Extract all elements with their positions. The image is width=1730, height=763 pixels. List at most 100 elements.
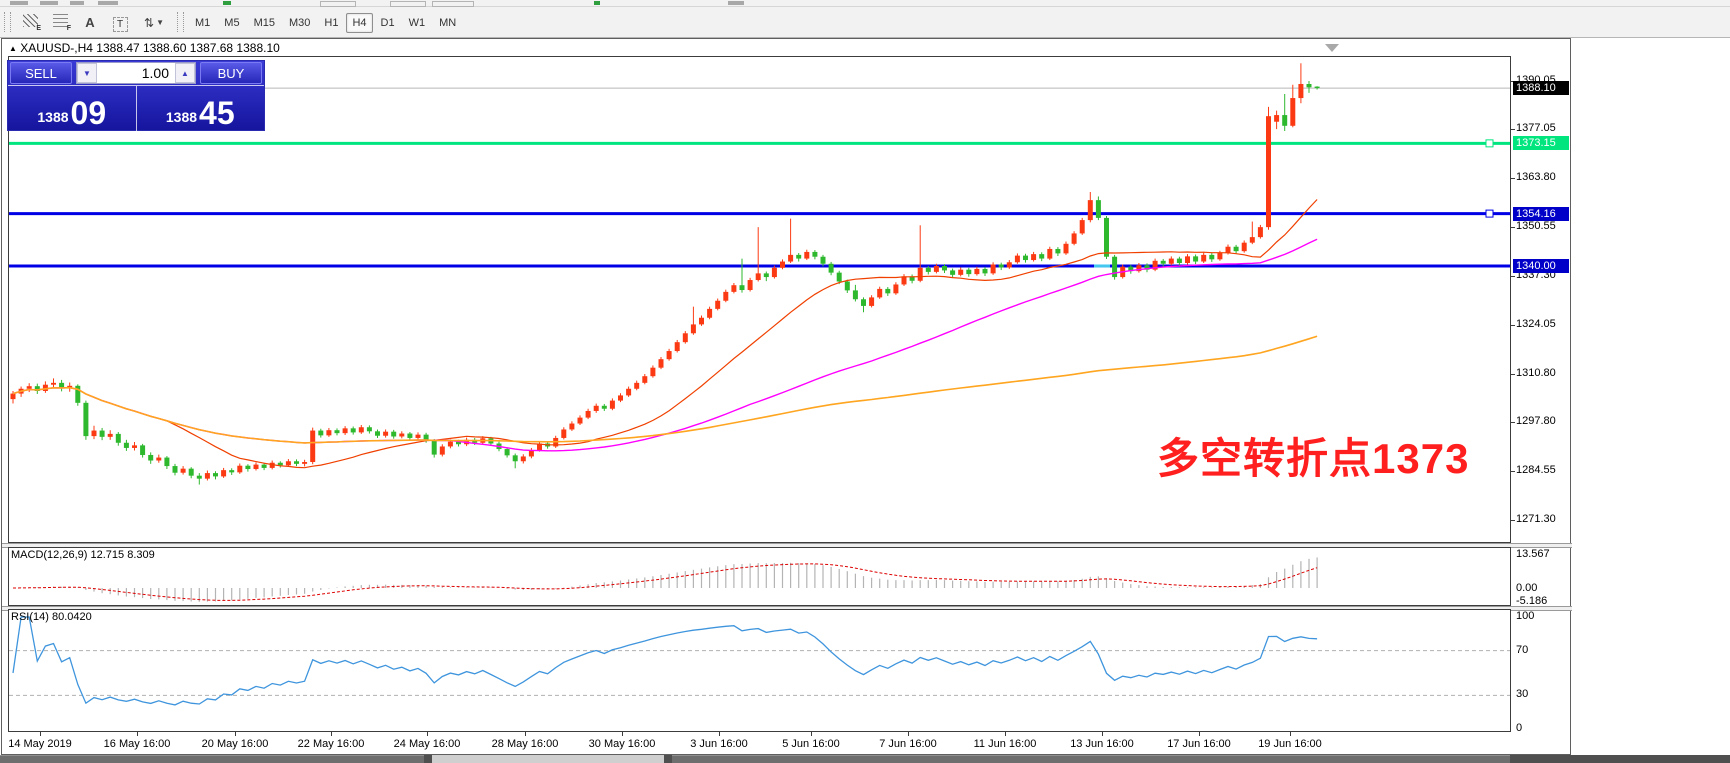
- date-axis-label: 30 May 16:00: [589, 738, 656, 750]
- dropdown-caret-icon[interactable]: ▼: [156, 18, 164, 27]
- mt4-terminal: { "toolbar": { "tools": [ {"name": "equi…: [0, 0, 1730, 763]
- axis-tick: [1511, 422, 1515, 423]
- timeframe-button-M5[interactable]: M5: [218, 13, 245, 33]
- axis-tick: [1511, 520, 1515, 521]
- date-tick: [908, 732, 909, 736]
- toolbar-fragment: [70, 1, 84, 5]
- axis-tick: [1511, 374, 1515, 375]
- ohlc-values: 1388.47 1388.60 1387.68 1388.10: [96, 41, 280, 55]
- one-click-trading-panel: SELL ▼ ▲ BUY 1388 09 1388 45: [7, 60, 265, 131]
- equidistant-channel-tool-icon[interactable]: E: [16, 7, 44, 33]
- rsi-pane-canvas[interactable]: [8, 609, 1511, 732]
- volume-input[interactable]: [97, 63, 175, 83]
- chart-annotation-text: 多空转折点1373: [1157, 425, 1469, 486]
- text-tool-icon[interactable]: T: [106, 11, 134, 37]
- price-axis-label: 1377.05: [1516, 122, 1556, 134]
- line-handle: [1094, 264, 1110, 267]
- date-axis-label: 20 May 16:00: [202, 738, 269, 750]
- date-tick: [331, 732, 332, 736]
- timeframe-button-W1[interactable]: W1: [403, 13, 432, 33]
- macd-axis-label: -5.186: [1516, 595, 1547, 607]
- date-tick: [40, 732, 41, 736]
- date-tick: [235, 732, 236, 736]
- rsi-axis-label: 100: [1516, 610, 1534, 622]
- text-label-tool-icon[interactable]: A: [76, 9, 104, 35]
- rsi-value: 80.0420: [52, 611, 92, 623]
- chart-window: ▲ XAUUSD-,H4 1388.47 1388.60 1387.68 138…: [1, 38, 1571, 755]
- timeframe-button-M15[interactable]: M15: [248, 13, 281, 33]
- symbol-period-label: XAUUSD-,H4: [20, 41, 93, 55]
- toolbar-fragment: [98, 1, 118, 5]
- toolbar: EFAT⇅▼ M1M5M15M30H1H4D1W1MN: [0, 7, 1730, 38]
- date-tick: [1102, 732, 1103, 736]
- sell-price-display[interactable]: 1388 09: [8, 86, 137, 132]
- sell-button[interactable]: SELL: [10, 62, 72, 84]
- date-axis-label: 28 May 16:00: [492, 738, 559, 750]
- clipped-toolbar-row: [0, 0, 1730, 7]
- fibonacci-retracement-tool-icon[interactable]: F: [46, 7, 74, 33]
- buy-price-display[interactable]: 1388 45: [137, 86, 265, 132]
- bottom-bar-segment: [672, 755, 1510, 763]
- price-axis-label: 1271.30: [1516, 513, 1556, 525]
- macd-indicator-label: MACD(12,26,9) 12.715 8.309: [11, 549, 155, 561]
- timeframe-button-M1[interactable]: M1: [189, 13, 216, 33]
- toolbar-fragment: [40, 1, 58, 5]
- arrows-tool-icon[interactable]: ⇅▼: [136, 10, 172, 36]
- scroll-to-end-marker[interactable]: [1325, 44, 1339, 52]
- date-axis-label: 7 Jun 16:00: [879, 738, 937, 750]
- rsi-line: [13, 617, 1317, 705]
- level-price-badge: 1354.16: [1513, 207, 1569, 221]
- toolbar-fragment: [594, 1, 600, 5]
- timeframe-button-H1[interactable]: H1: [318, 13, 344, 33]
- timeframe-button-MN[interactable]: MN: [433, 13, 462, 33]
- axis-tick: [1511, 471, 1515, 472]
- volume-stepper: ▼ ▲: [76, 62, 196, 84]
- volume-increase-button[interactable]: ▲: [175, 63, 195, 83]
- date-axis-label: 3 Jun 16:00: [690, 738, 748, 750]
- date-tick: [719, 732, 720, 736]
- moving-average-20: [13, 200, 1317, 468]
- bottom-bar-segment: [0, 755, 424, 763]
- toolbar-grip[interactable]: [4, 12, 11, 32]
- buy-button[interactable]: BUY: [200, 62, 262, 84]
- down-arrow-icon: ▼: [83, 69, 91, 78]
- volume-decrease-button[interactable]: ▼: [77, 63, 97, 83]
- price-axis-label: 1284.55: [1516, 464, 1556, 476]
- rsi-axis-label: 70: [1516, 644, 1528, 656]
- level-price-badge: 1373.15: [1513, 136, 1569, 150]
- toolbar-grip[interactable]: [177, 12, 184, 32]
- timeframe-button-D1[interactable]: D1: [375, 13, 401, 33]
- timeframe-button-H4[interactable]: H4: [346, 13, 372, 33]
- date-axis-label: 14 May 2019: [8, 738, 72, 750]
- up-arrow-icon: ▲: [181, 69, 189, 78]
- toolbar-fragment: [223, 1, 231, 5]
- collapse-arrow-icon[interactable]: ▲: [9, 44, 17, 53]
- timeframe-button-M30[interactable]: M30: [283, 13, 316, 33]
- axis-tick: [1511, 276, 1515, 277]
- clipped-bottom-bar: [0, 755, 1730, 763]
- line-studies-toolbar: EFAT⇅▼: [15, 7, 173, 37]
- date-axis-label: 22 May 16:00: [298, 738, 365, 750]
- rsi-axis-label: 30: [1516, 688, 1528, 700]
- date-tick: [137, 732, 138, 736]
- price-axis-label: 1324.05: [1516, 318, 1556, 330]
- macd-signal-value: 8.309: [127, 549, 155, 561]
- axis-tick: [1511, 325, 1515, 326]
- chart-title: ▲ XAUUSD-,H4 1388.47 1388.60 1387.68 138…: [9, 41, 280, 55]
- date-axis-label: 24 May 16:00: [394, 738, 461, 750]
- line-handle: [1486, 210, 1493, 217]
- macd-signal-line: [13, 564, 1317, 601]
- date-axis-label: 16 May 16:00: [104, 738, 171, 750]
- bottom-bar-segment: [432, 755, 664, 763]
- arrows-icon: ⇅: [144, 16, 154, 30]
- macd-pane-canvas[interactable]: [8, 547, 1511, 606]
- axis-tick: [1511, 178, 1515, 179]
- date-axis-label: 17 Jun 16:00: [1167, 738, 1231, 750]
- date-tick: [525, 732, 526, 736]
- date-axis-label: 13 Jun 16:00: [1070, 738, 1134, 750]
- date-axis-label: 19 Jun 16:00: [1258, 738, 1322, 750]
- date-tick: [1199, 732, 1200, 736]
- axis-tick: [1511, 227, 1515, 228]
- rsi-axis-label: 0: [1516, 722, 1522, 734]
- date-axis-label: 5 Jun 16:00: [782, 738, 840, 750]
